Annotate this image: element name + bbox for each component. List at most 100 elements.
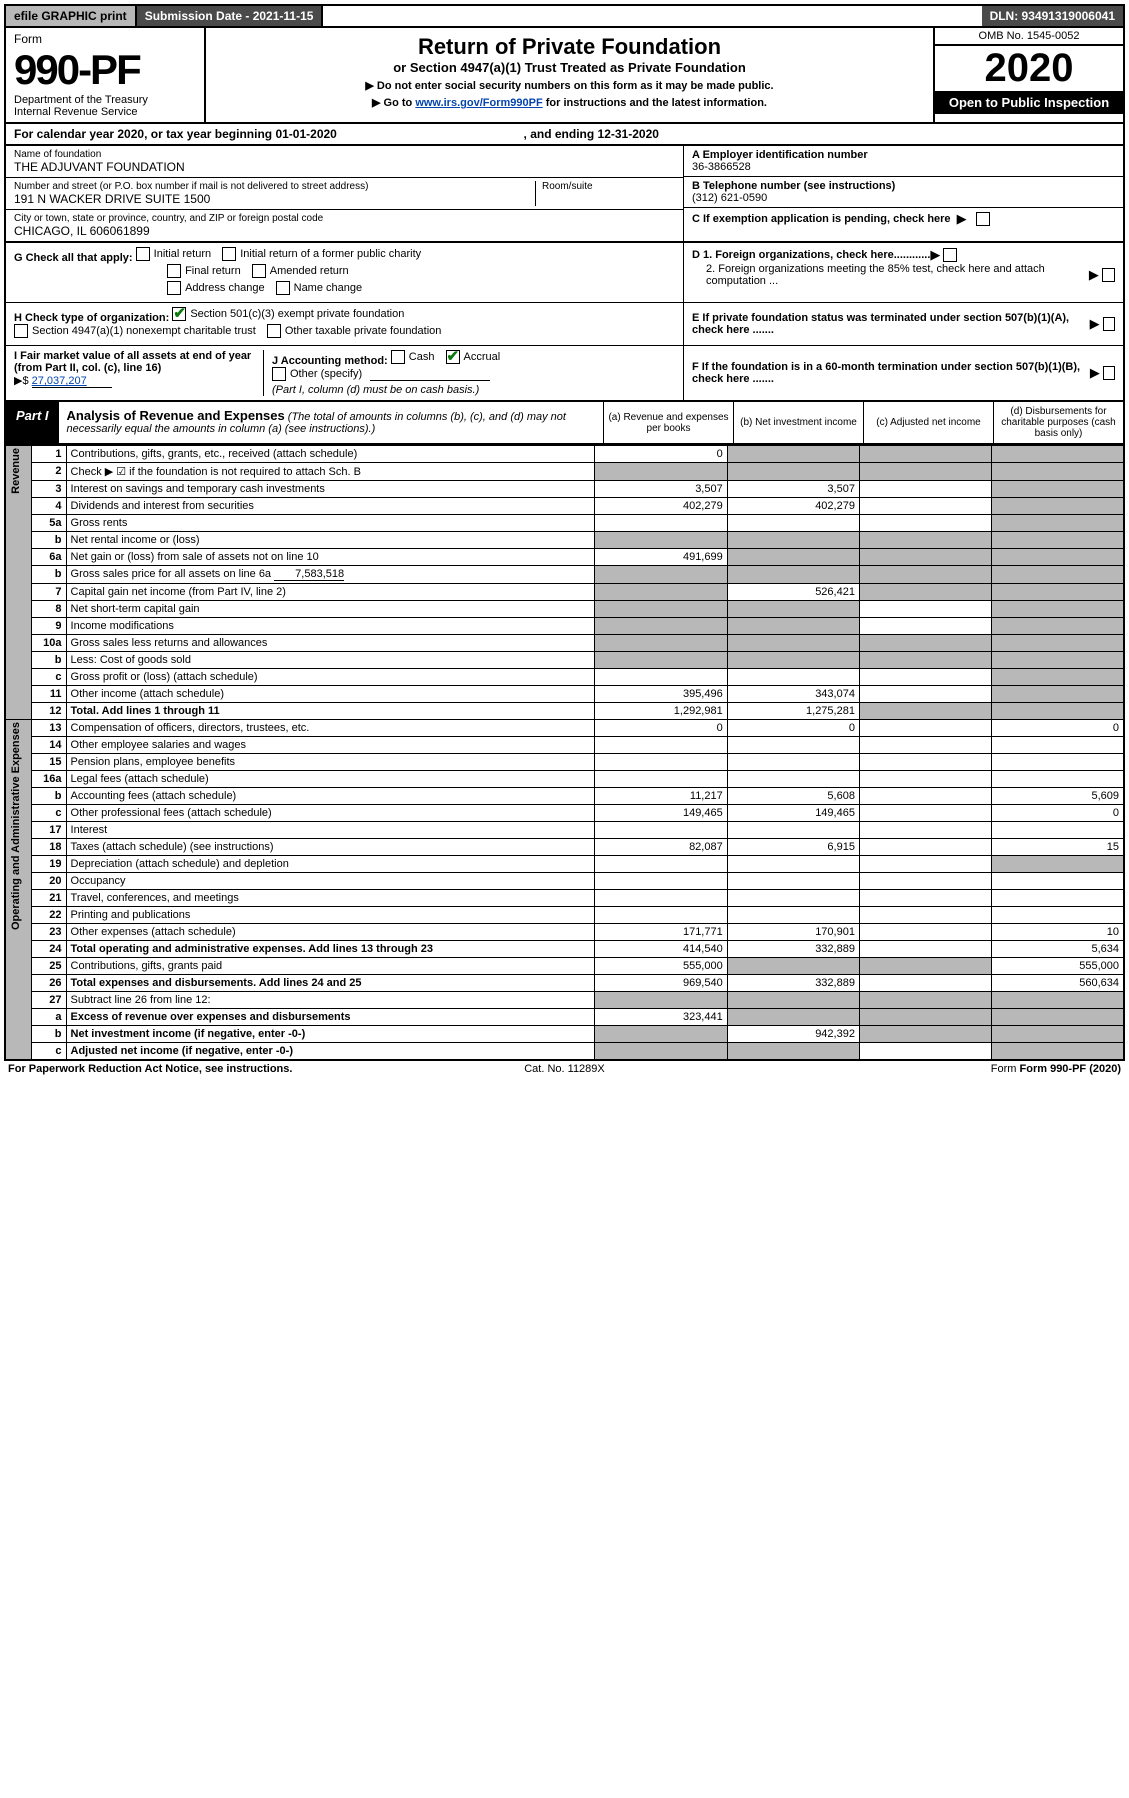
top-bar: efile GRAPHIC print Submission Date - 20… xyxy=(4,4,1125,28)
cell-r1-c xyxy=(859,446,991,463)
cell-r21-c xyxy=(859,890,991,907)
h-4947: Section 4947(a)(1) nonexempt charitable … xyxy=(32,325,256,337)
g-label: G Check all that apply: xyxy=(14,252,133,264)
h-4947-checkbox[interactable] xyxy=(14,324,28,338)
line-num: 4 xyxy=(31,498,66,515)
cell-r27c-d xyxy=(992,1043,1124,1061)
cell-r14-c xyxy=(859,737,991,754)
line-num: 17 xyxy=(31,822,66,839)
cell-r15-d xyxy=(992,754,1124,771)
table-row: 22 Printing and publications xyxy=(5,907,1124,924)
table-row: b Net investment income (if negative, en… xyxy=(5,1026,1124,1043)
g-final-checkbox[interactable] xyxy=(167,264,181,278)
table-row: 8 Net short-term capital gain xyxy=(5,601,1124,618)
cell-r23-c xyxy=(859,924,991,941)
arrow-icon: ▶ xyxy=(1090,316,1100,332)
cell-r7-d xyxy=(992,584,1124,601)
city: CHICAGO, IL 606061899 xyxy=(14,224,675,238)
h-501c3-checkbox[interactable] xyxy=(172,307,186,321)
cell-r17-b xyxy=(727,822,859,839)
line-desc: Pension plans, employee benefits xyxy=(66,754,595,771)
line-desc: Compensation of officers, directors, tru… xyxy=(66,720,595,737)
cell-r2-d xyxy=(992,463,1124,481)
i-value[interactable]: 27,037,207 xyxy=(32,375,112,388)
line-num: 22 xyxy=(31,907,66,924)
cell-r20-b xyxy=(727,873,859,890)
g-amended-checkbox[interactable] xyxy=(252,264,266,278)
line-num: 6a xyxy=(31,549,66,566)
j-other-checkbox[interactable] xyxy=(272,367,286,381)
g-amended: Amended return xyxy=(270,265,349,277)
cal-begin: 01-01-2020 xyxy=(275,127,336,141)
g-initial-former-checkbox[interactable] xyxy=(222,247,236,261)
d2-checkbox[interactable] xyxy=(1102,268,1115,282)
line-num: 3 xyxy=(31,481,66,498)
cell-r18-c xyxy=(859,839,991,856)
cell-r1-a: 0 xyxy=(595,446,727,463)
line-desc: Net short-term capital gain xyxy=(66,601,595,618)
table-row: a Excess of revenue over expenses and di… xyxy=(5,1009,1124,1026)
table-row: 17 Interest xyxy=(5,822,1124,839)
g-addr-checkbox[interactable] xyxy=(167,281,181,295)
line-desc: Accounting fees (attach schedule) xyxy=(66,788,595,805)
goto-line: ▶ Go to www.irs.gov/Form990PF for instru… xyxy=(212,96,927,109)
j-accrual-checkbox[interactable] xyxy=(446,350,460,364)
cell-r24-c xyxy=(859,941,991,958)
page-footer: For Paperwork Reduction Act Notice, see … xyxy=(4,1061,1125,1077)
cell-r27b-b: 942,392 xyxy=(727,1026,859,1043)
cell-r12-a: 1,292,981 xyxy=(595,703,727,720)
g-initial-checkbox[interactable] xyxy=(136,247,150,261)
cell-r13-b: 0 xyxy=(727,720,859,737)
line-desc: Other expenses (attach schedule) xyxy=(66,924,595,941)
efile-label[interactable]: efile GRAPHIC print xyxy=(6,6,137,26)
line-desc: Net investment income (if negative, ente… xyxy=(66,1026,595,1043)
cell-r13-a: 0 xyxy=(595,720,727,737)
table-row: 7 Capital gain net income (from Part IV,… xyxy=(5,584,1124,601)
cell-r19-c xyxy=(859,856,991,873)
f-checkbox[interactable] xyxy=(1103,366,1115,380)
arrow-icon: ▶ xyxy=(1090,365,1100,381)
cell-r4-d xyxy=(992,498,1124,515)
cell-r27a-c xyxy=(859,1009,991,1026)
h-label: H Check type of organization: xyxy=(14,312,169,324)
box-c-checkbox[interactable] xyxy=(976,212,990,226)
cell-r12-d xyxy=(992,703,1124,720)
line-num: 26 xyxy=(31,975,66,992)
cell-r5a-d xyxy=(992,515,1124,532)
table-row: 20 Occupancy xyxy=(5,873,1124,890)
line-desc: Adjusted net income (if negative, enter … xyxy=(66,1043,595,1061)
line-num: 24 xyxy=(31,941,66,958)
line-num: b xyxy=(31,532,66,549)
cell-r8-c xyxy=(859,601,991,618)
cell-r27a-b xyxy=(727,1009,859,1026)
line-desc: Contributions, gifts, grants paid xyxy=(66,958,595,975)
cell-r6a-d xyxy=(992,549,1124,566)
part1-table: Revenue 1 Contributions, gifts, grants, … xyxy=(4,445,1125,1061)
j-accrual: Accrual xyxy=(464,351,501,363)
form-word: Form xyxy=(14,32,196,46)
j-cash-checkbox[interactable] xyxy=(391,350,405,364)
j-other: Other (specify) xyxy=(290,368,362,380)
col-a-header: (a) Revenue and expenses per books xyxy=(603,402,733,443)
cell-r3-c xyxy=(859,481,991,498)
line-num: 7 xyxy=(31,584,66,601)
cell-r18-a: 82,087 xyxy=(595,839,727,856)
h-other-checkbox[interactable] xyxy=(267,324,281,338)
side-label: Revenue xyxy=(5,446,31,720)
e-checkbox[interactable] xyxy=(1103,317,1115,331)
submission-date: Submission Date - 2021-11-15 xyxy=(137,6,324,26)
line-num: 16a xyxy=(31,771,66,788)
d1-checkbox[interactable] xyxy=(943,248,957,262)
g-name-checkbox[interactable] xyxy=(276,281,290,295)
table-row: 11 Other income (attach schedule) 395,49… xyxy=(5,686,1124,703)
line-num: 27 xyxy=(31,992,66,1009)
form990pf-link[interactable]: www.irs.gov/Form990PF xyxy=(415,97,542,109)
cell-r8-b xyxy=(727,601,859,618)
cell-r15-c xyxy=(859,754,991,771)
cell-r27b-a xyxy=(595,1026,727,1043)
form-header: Form 990-PF Department of the Treasury I… xyxy=(4,28,1125,124)
part1-tag: Part I xyxy=(6,402,59,443)
table-row: 5a Gross rents xyxy=(5,515,1124,532)
line-desc: Gross sales less returns and allowances xyxy=(66,635,595,652)
j-cash: Cash xyxy=(409,351,435,363)
